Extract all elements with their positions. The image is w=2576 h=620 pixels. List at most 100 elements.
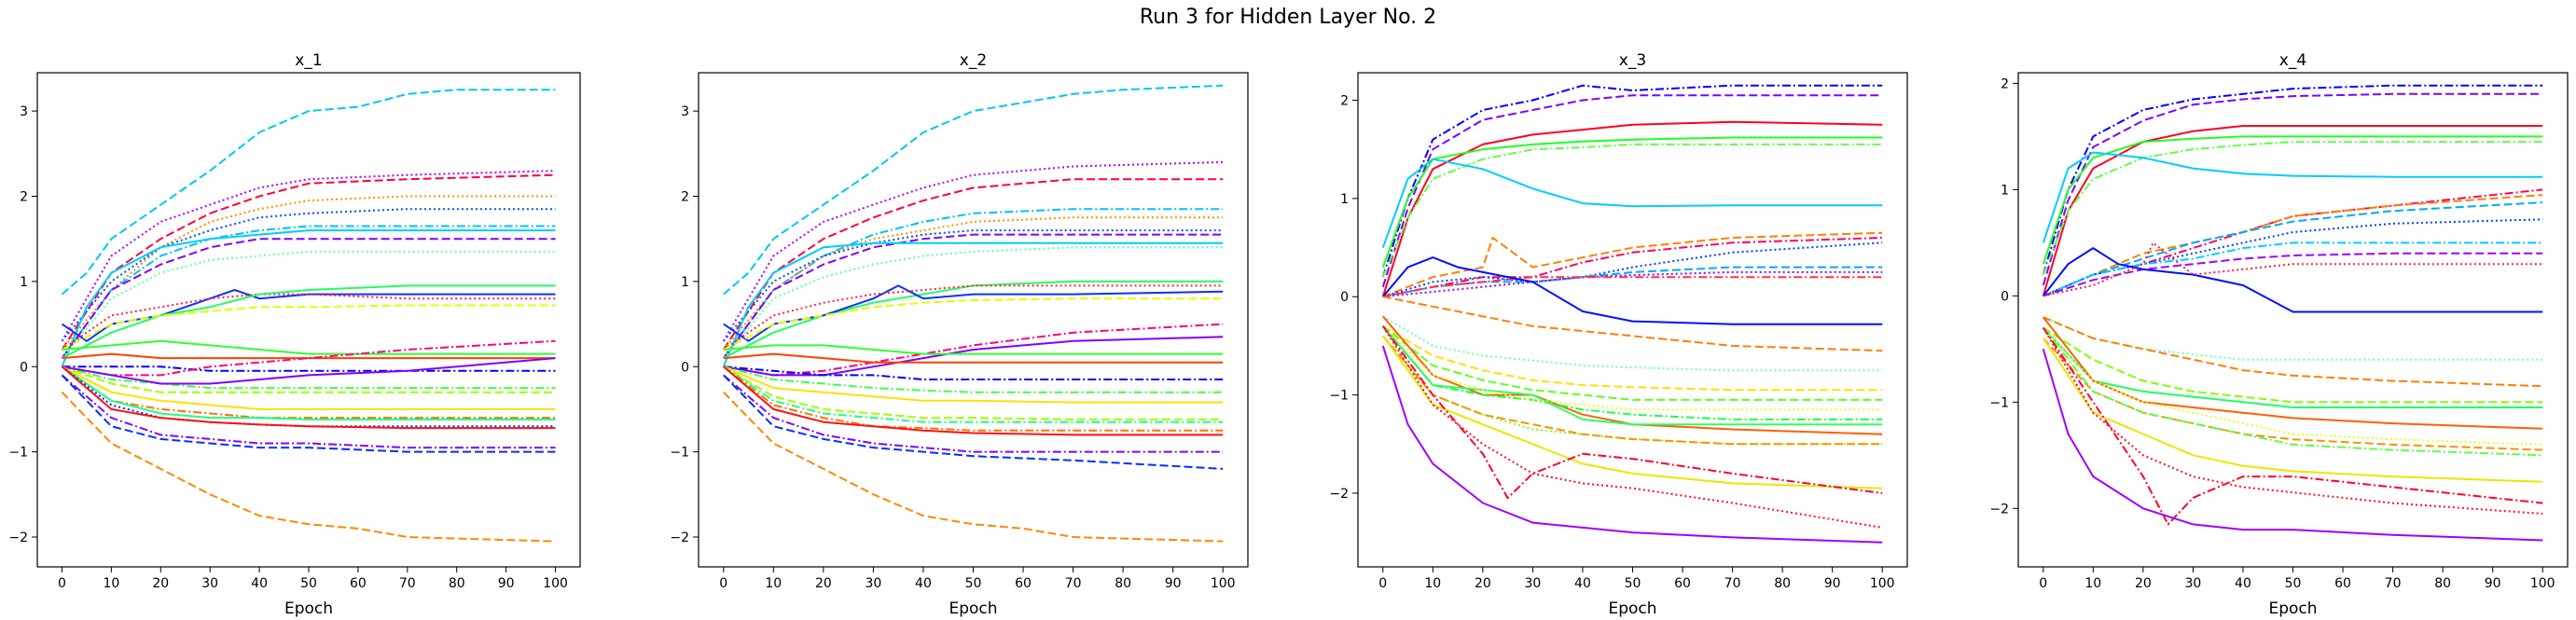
series-line-27 bbox=[61, 392, 556, 543]
series-line-12 bbox=[62, 304, 556, 351]
x-tick-label: 100 bbox=[2530, 576, 2555, 591]
series-line-16 bbox=[2043, 326, 2543, 404]
series-line-1 bbox=[2042, 92, 2543, 286]
series-line-19 bbox=[62, 357, 556, 385]
series-line-14 bbox=[62, 352, 556, 360]
series-line-16 bbox=[723, 352, 1224, 364]
y-tick-label: −1 bbox=[1989, 395, 2009, 410]
series-line-7 bbox=[722, 241, 1224, 367]
x-tick-label: 40 bbox=[2235, 576, 2251, 591]
y-tick-label: 0 bbox=[20, 360, 28, 375]
series-line-3 bbox=[722, 208, 1224, 359]
series-line-3 bbox=[2042, 135, 2543, 265]
series-line-24 bbox=[2042, 326, 2543, 515]
series-line-4 bbox=[61, 208, 556, 342]
x-tick-label: 10 bbox=[103, 576, 119, 591]
series-line-15 bbox=[62, 365, 556, 372]
axes-frame bbox=[1357, 72, 1908, 568]
x-axis-label: Epoch bbox=[2268, 599, 2317, 618]
x-tick-label: 0 bbox=[2039, 576, 2047, 591]
series-line-11 bbox=[62, 284, 556, 359]
series-line-19 bbox=[1382, 325, 1883, 420]
subplot-x1: 0 10 20 30 40 50 60 70 80 90 100 −2 −1 0 1 2 3 x_1 Epoch bbox=[8, 51, 581, 618]
y-tick-label: 2 bbox=[2001, 76, 2009, 91]
subplot-x2: 0 10 20 30 40 50 60 70 80 90 100 −2 −1 0 1 2 3 x_2 Epoch bbox=[670, 51, 1249, 618]
series-line-14 bbox=[2043, 316, 2543, 361]
series-line-17 bbox=[2043, 326, 2543, 408]
series-line-14 bbox=[1382, 315, 1883, 372]
y-tick-label: 1 bbox=[20, 275, 28, 290]
subplot-title: x_3 bbox=[1619, 51, 1646, 70]
x-tick-label: 50 bbox=[1625, 576, 1641, 591]
series-line-5 bbox=[723, 229, 1224, 342]
series-line-4 bbox=[723, 216, 1224, 351]
series-line-19 bbox=[723, 365, 1224, 404]
series-line-4 bbox=[2042, 141, 2543, 275]
subplot-title: x_2 bbox=[960, 51, 987, 70]
y-tick-label: −2 bbox=[8, 530, 28, 545]
x-tick-label: 0 bbox=[58, 576, 66, 591]
series-line-1 bbox=[1381, 94, 1883, 288]
x-tick-label: 60 bbox=[1015, 576, 1032, 591]
series-line-3 bbox=[1381, 136, 1883, 268]
x-tick-label: 70 bbox=[1724, 576, 1741, 591]
series-line-12 bbox=[2043, 247, 2543, 313]
series-line-5 bbox=[1381, 158, 1883, 248]
series-line-25 bbox=[61, 374, 556, 449]
x-axis-label: Epoch bbox=[1608, 599, 1656, 618]
x-axis-label: Epoch bbox=[284, 599, 333, 618]
x-tick-label: 20 bbox=[1475, 576, 1491, 591]
series-line-2 bbox=[1381, 120, 1883, 297]
x-tick-label: 100 bbox=[543, 576, 568, 591]
x-tick-label: 20 bbox=[2135, 576, 2152, 591]
y-tick-label: 3 bbox=[681, 104, 689, 119]
series-group bbox=[722, 84, 1224, 543]
x-tick-label: 30 bbox=[2184, 576, 2201, 591]
series-line-22 bbox=[1382, 335, 1883, 446]
axes-frame bbox=[2017, 72, 2569, 568]
series-line-10 bbox=[61, 293, 556, 351]
series-line-21 bbox=[2043, 326, 2543, 457]
series-line-26 bbox=[61, 374, 556, 453]
series-group bbox=[61, 89, 556, 543]
x-tick-label: 40 bbox=[915, 576, 932, 591]
series-line-20 bbox=[1382, 325, 1883, 411]
x-tick-label: 70 bbox=[399, 576, 416, 591]
series-line-23 bbox=[1381, 335, 1883, 489]
series-line-9 bbox=[2043, 218, 2543, 297]
x-tick-label: 50 bbox=[965, 576, 982, 591]
y-tick-label: −2 bbox=[1329, 487, 1349, 502]
series-line-0 bbox=[1381, 84, 1883, 278]
x-tick-label: 60 bbox=[2334, 576, 2351, 591]
series-line-4 bbox=[1381, 143, 1883, 278]
x-tick-label: 30 bbox=[201, 576, 218, 591]
series-line-11 bbox=[2043, 252, 2543, 297]
series-line-5 bbox=[61, 225, 556, 359]
series-line-26 bbox=[1381, 345, 1883, 544]
series-line-5 bbox=[2042, 151, 2543, 243]
series-line-18 bbox=[2043, 316, 2543, 430]
x-tick-label: 70 bbox=[1065, 576, 1082, 591]
series-group bbox=[1381, 84, 1883, 544]
axes-frame bbox=[36, 72, 581, 568]
y-tick-label: 1 bbox=[1340, 192, 1349, 207]
y-tick-label: 1 bbox=[681, 275, 689, 290]
subplot-title: x_1 bbox=[295, 51, 322, 70]
x-tick-label: 10 bbox=[765, 576, 782, 591]
y-tick-label: 0 bbox=[681, 360, 689, 375]
series-line-7 bbox=[61, 238, 556, 359]
series-line-17 bbox=[1382, 315, 1883, 435]
subplot-x3: 0 10 20 30 40 50 60 70 80 90 100 −2 −1 0 1 2 x_3 Epoch bbox=[1329, 51, 1908, 618]
x-tick-label: 50 bbox=[2285, 576, 2302, 591]
y-tick-label: 2 bbox=[1340, 94, 1349, 109]
series-line-18 bbox=[723, 365, 1224, 393]
series-line-9 bbox=[723, 280, 1224, 359]
x-tick-label: 40 bbox=[251, 576, 268, 591]
x-tick-label: 60 bbox=[1674, 576, 1691, 591]
series-line-24 bbox=[1381, 325, 1883, 500]
y-tick-label: 2 bbox=[681, 190, 689, 205]
subplot-title: x_4 bbox=[2279, 51, 2306, 70]
series-line-13 bbox=[62, 339, 556, 355]
series-line-10 bbox=[723, 284, 1224, 342]
